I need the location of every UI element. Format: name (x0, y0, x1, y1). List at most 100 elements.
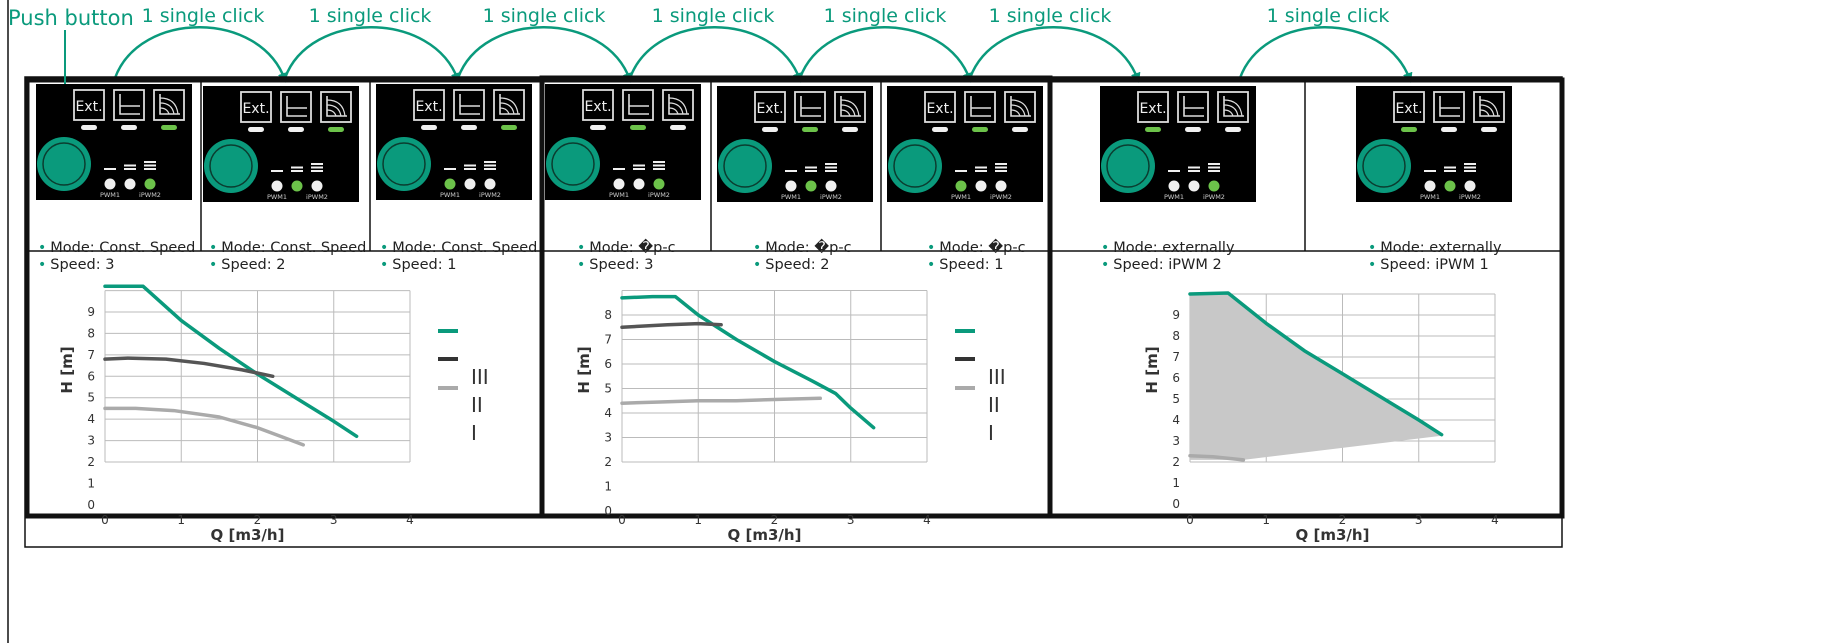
mode-label: • Mode: Const. Speed (38, 240, 196, 256)
x-tick-label: 2 (254, 513, 262, 527)
y-tick-label: 3 (87, 434, 95, 448)
svg-text:Ext.: Ext. (75, 99, 102, 115)
y-tick-label: 9 (1172, 308, 1180, 322)
pump-curve (1188, 453, 1246, 462)
speed-label: • Speed: 3 (577, 257, 654, 273)
push-button[interactable] (888, 139, 942, 193)
dpc-icon[interactable] (1473, 91, 1505, 123)
speed-indicator (1208, 180, 1220, 192)
mode-label: • Mode: externally (1101, 240, 1235, 256)
ext-mode-icon[interactable]: Ext. (240, 91, 272, 123)
mode-label: • Mode: Const. Speed (209, 240, 367, 256)
svg-text:Ext.: Ext. (926, 101, 953, 117)
mode-indicator (932, 127, 948, 132)
mode-indicator (670, 125, 686, 130)
pump-curve-chart: 0 1 2 3 4 5 6 7 8 9 0 1 2 3 4 Q [m3/h] H [m] (58, 284, 414, 544)
mode-indicator (1481, 127, 1497, 132)
y-tick-label: 0 (604, 504, 612, 518)
ext-mode-icon[interactable]: Ext. (413, 89, 445, 121)
speed-indicator (311, 180, 323, 192)
speed-indicator (1188, 180, 1200, 192)
thin-frame (24, 76, 1563, 548)
speed-label: • Speed: iPWM 2 (1101, 257, 1222, 273)
const-speed-icon[interactable] (794, 91, 826, 123)
speed-indicator (444, 178, 456, 190)
push-button[interactable] (1101, 139, 1155, 193)
speed-indicator (124, 178, 136, 190)
speed-indicator (291, 180, 303, 192)
mode-indicator (501, 125, 517, 130)
const-speed-icon[interactable] (1177, 91, 1209, 123)
mode-label: • Mode: �p-c (753, 240, 852, 256)
const-speed-icon[interactable] (453, 89, 485, 121)
speed-indicator (653, 178, 665, 190)
pump-curve (1188, 291, 1444, 437)
dpc-icon[interactable] (662, 89, 694, 121)
const-speed-icon[interactable] (622, 89, 654, 121)
speed-indicator (1424, 180, 1436, 192)
speed-indicator (271, 180, 283, 192)
x-tick-label: 4 (406, 513, 414, 527)
click-label: 1 single click (141, 5, 265, 27)
const-speed-icon[interactable] (1433, 91, 1465, 123)
dpc-icon[interactable] (834, 91, 866, 123)
svg-text:iPWM2: iPWM2 (990, 193, 1012, 201)
push-button[interactable] (546, 137, 600, 191)
click-arrow (798, 26, 973, 83)
ext-mode-icon[interactable]: Ext. (582, 89, 614, 121)
speed-indicator (975, 180, 987, 192)
speed-indicator (1464, 180, 1476, 192)
ext-mode-icon[interactable]: Ext. (924, 91, 956, 123)
mode-indicator (842, 127, 858, 132)
speed-label: • Speed: 1 (927, 257, 1004, 273)
pump-curve (103, 406, 305, 447)
dpc-icon[interactable] (320, 91, 352, 123)
click-arrow (456, 26, 633, 83)
speed-indicator (104, 178, 116, 190)
svg-text:iPWM2: iPWM2 (820, 193, 842, 201)
mode-indicator (972, 127, 988, 132)
mode-indicator (1401, 127, 1417, 132)
ext-mode-icon[interactable]: Ext. (1393, 91, 1425, 123)
operating-area (1190, 292, 1442, 460)
y-tick-label: 1 (1172, 476, 1180, 490)
push-button[interactable] (377, 137, 431, 191)
const-speed-icon[interactable] (964, 91, 996, 123)
mode-indicator (81, 125, 97, 130)
dpc-icon[interactable] (153, 89, 185, 121)
click-label: 1 single click (988, 5, 1112, 27)
y-tick-label: 4 (87, 412, 95, 426)
dpc-icon[interactable] (1004, 91, 1036, 123)
pump-curve (103, 284, 359, 439)
ext-mode-icon[interactable]: Ext. (754, 91, 786, 123)
ext-mode-icon[interactable]: Ext. (73, 89, 105, 121)
y-axis-label: H [m] (58, 346, 76, 393)
y-tick-label: 2 (604, 455, 612, 469)
push-button[interactable] (1357, 139, 1411, 193)
push-button[interactable] (718, 139, 772, 193)
speed-label: • Speed: iPWM 1 (1368, 257, 1489, 273)
dpc-icon[interactable] (1217, 91, 1249, 123)
y-axis-label: H [m] (575, 346, 593, 393)
const-speed-icon[interactable] (113, 89, 145, 121)
mode-indicator (328, 127, 344, 132)
y-tick-label: 7 (1172, 350, 1180, 364)
svg-text:PWM1: PWM1 (440, 191, 460, 199)
push-button[interactable] (204, 139, 258, 193)
x-tick-label: 2 (1339, 513, 1347, 527)
mode-indicator (421, 125, 437, 130)
const-speed-icon[interactable] (280, 91, 312, 123)
mode-indicator (161, 125, 177, 130)
ext-mode-icon[interactable]: Ext. (1137, 91, 1169, 123)
control-panel: Ext. PWM1 iPWM2 (203, 86, 359, 202)
dpc-icon[interactable] (493, 89, 525, 121)
x-tick-label: 4 (1491, 513, 1499, 527)
control-panel: Ext. PWM1 iPWM2 (887, 86, 1043, 202)
push-button[interactable] (37, 137, 91, 191)
y-tick-label: 8 (604, 308, 612, 322)
speed-label: • Speed: 2 (209, 257, 286, 273)
speed-indicator (484, 178, 496, 190)
y-tick-label: 6 (1172, 371, 1180, 385)
control-panel: Ext. PWM1 iPWM2 (1356, 86, 1512, 202)
